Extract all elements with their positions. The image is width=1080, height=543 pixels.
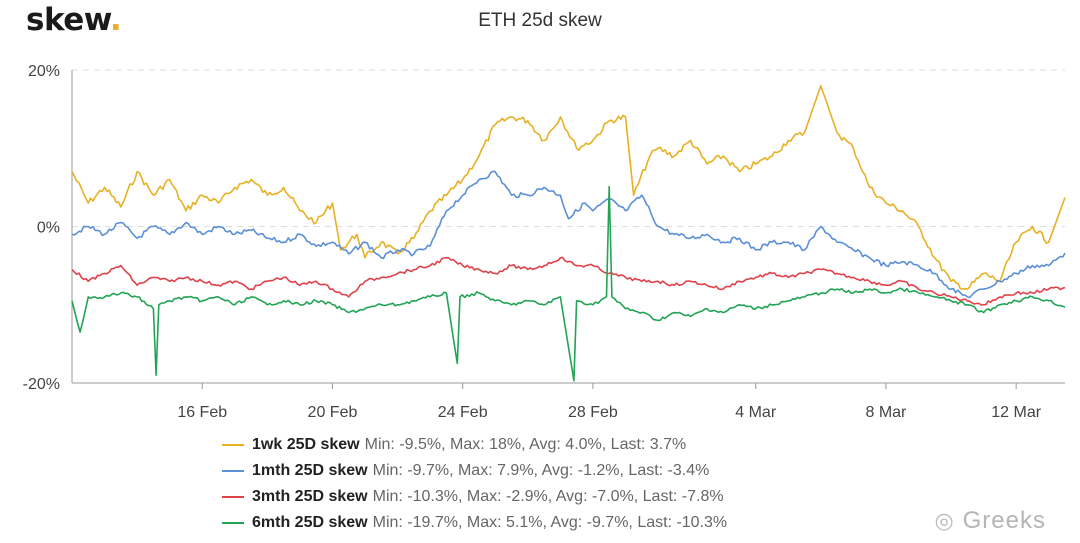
legend-name-1mth: 1mth 25D skew (252, 462, 368, 479)
legend-name-3mth: 3mth 25D skew (252, 488, 368, 505)
x-tick-label: 4 Mar (735, 404, 777, 421)
x-tick-label: 24 Feb (438, 404, 488, 421)
legend-swatch-6mth (222, 522, 244, 524)
series-line-1wk (71, 84, 1066, 290)
legend-stats-3mth: Min: -10.3%, Max: -2.9%, Avg: -7.0%, Las… (372, 488, 724, 505)
x-tick-label: 28 Feb (568, 404, 618, 421)
series-line-1mth (71, 170, 1066, 299)
chart-title: ETH 25d skew (478, 10, 602, 31)
legend-entry-6mth[interactable]: 6mth 25D skew Min: -19.7%, Max: 5.1%, Av… (222, 510, 727, 536)
legend-swatch-1wk (222, 444, 244, 446)
legend-name-1wk: 1wk 25D skew (252, 436, 360, 453)
skew-line-chart: 20% 0% -20% 16 Feb 20 Feb 24 Feb 28 Feb 4 Mar 8 … (23, 63, 1066, 421)
x-tick-label: 16 Feb (177, 404, 227, 421)
legend-entry-1wk[interactable]: 1wk 25D skew Min: -9.5%, Max: 18%, Avg: … (222, 432, 727, 458)
x-tick-label: 20 Feb (308, 404, 358, 421)
logo-dot: . (109, 2, 122, 38)
legend-stats-6mth: Min: -19.7%, Max: 5.1%, Avg: -9.7%, Last… (372, 514, 728, 531)
skew-logo: skew. (26, 2, 122, 38)
y-tick-label: 20% (28, 63, 60, 80)
legend-entry-3mth[interactable]: 3mth 25D skew Min: -10.3%, Max: -2.9%, A… (222, 484, 727, 510)
legend-entry-1mth[interactable]: 1mth 25D skew Min: -9.7%, Max: 7.9%, Avg… (222, 458, 727, 484)
series-line-3mth (71, 256, 1066, 306)
legend-swatch-1mth (222, 470, 244, 472)
legend-stats-1mth: Min: -9.7%, Max: 7.9%, Avg: -1.2%, Last:… (372, 462, 710, 479)
wechat-icon: ◎ (934, 508, 955, 533)
series-line-6mth (71, 185, 1066, 382)
legend-swatch-3mth (222, 496, 244, 498)
x-tick-label: 8 Mar (865, 404, 907, 421)
x-tick-label: 12 Mar (991, 404, 1041, 421)
y-tick-label: 0% (37, 220, 60, 237)
logo-text: skew (26, 2, 110, 38)
legend-name-6mth: 6mth 25D skew (252, 514, 368, 531)
watermark: ◎ Greeks (934, 507, 1046, 535)
chart-legend: 1wk 25D skew Min: -9.5%, Max: 18%, Avg: … (222, 432, 727, 536)
legend-stats-1wk: Min: -9.5%, Max: 18%, Avg: 4.0%, Last: 3… (364, 436, 687, 453)
y-tick-label: -20% (23, 376, 60, 393)
watermark-text: Greeks (962, 507, 1046, 534)
